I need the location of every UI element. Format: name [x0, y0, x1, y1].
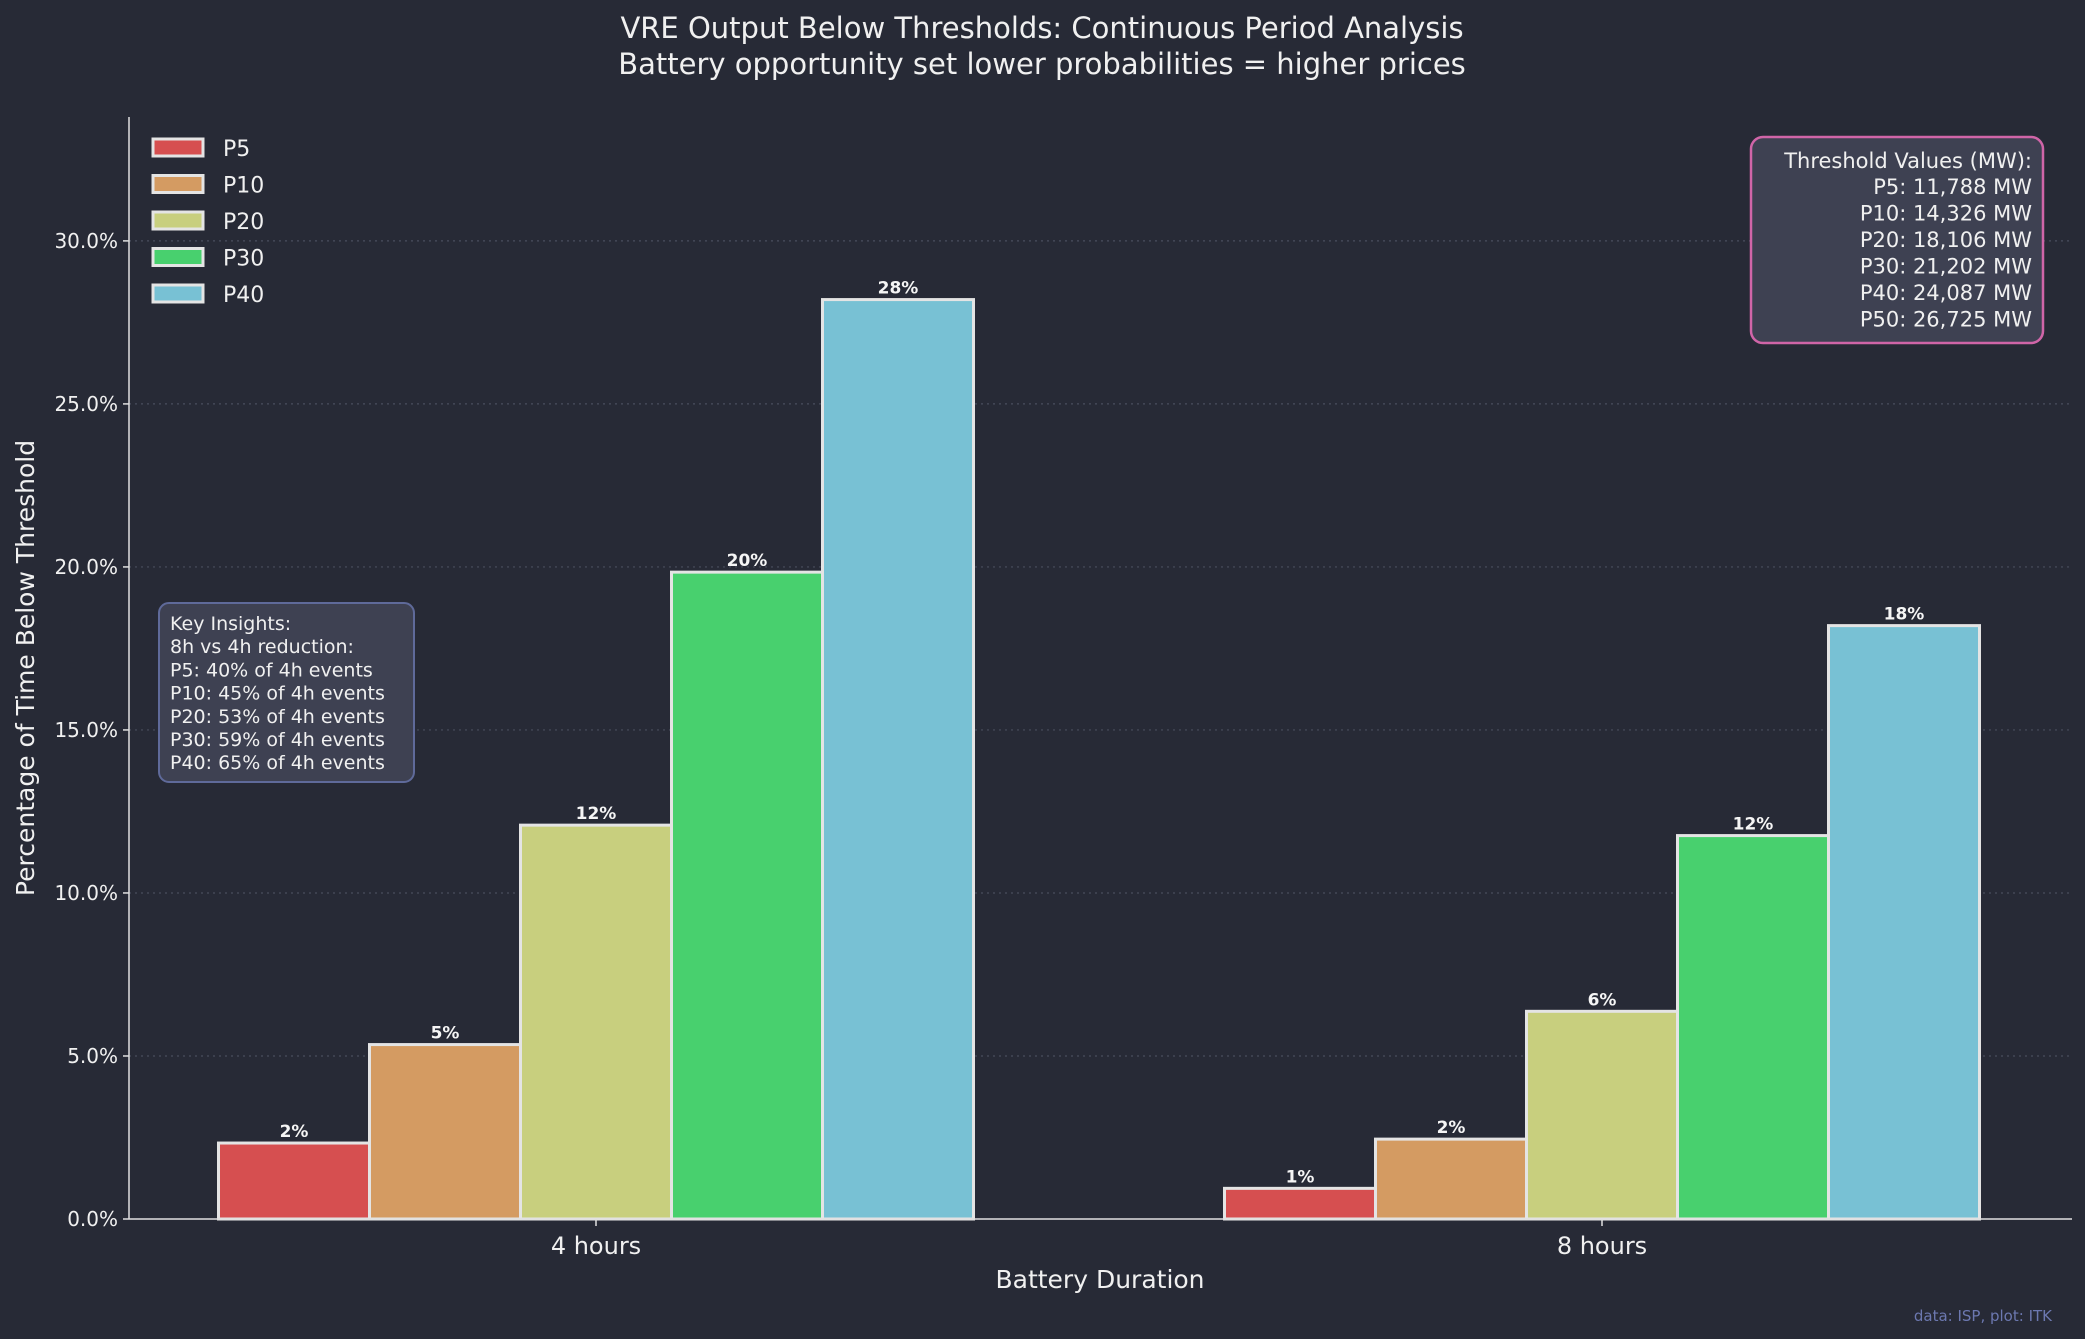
bar-value-label: 5%: [431, 1024, 460, 1044]
threshold-line: P40: 24,087 MW: [1860, 281, 2032, 305]
bar-value-label: 12%: [576, 804, 617, 824]
y-tick-label: 10.0%: [54, 881, 118, 905]
bar-p20-4h: [519, 823, 673, 1221]
bar-p30-4h: [670, 570, 824, 1221]
bar-value-label: 18%: [1884, 605, 1925, 625]
legend-swatch: [151, 210, 205, 231]
legend-swatch: [151, 283, 205, 304]
threshold-line: P20: 18,106 MW: [1860, 228, 2032, 252]
bar-p40-4h: [821, 298, 975, 1221]
bar-p5-4h: [217, 1141, 371, 1221]
legend-swatch: [151, 247, 205, 267]
insight-line: P30: 59% of 4h events: [170, 729, 385, 751]
y-tick-label: 15.0%: [54, 718, 118, 742]
threshold-box: Threshold Values (MW):P5: 11,788 MW P10: …: [1749, 135, 2045, 345]
legend: P5 P10 P20 P30 P40: [151, 137, 264, 308]
legend-label: P30: [223, 247, 264, 272]
y-tick-label: 0.0%: [67, 1207, 118, 1231]
axes: 0.0% 5.0% 10.0% 15.0% 20.0% 25.0% 30.0% 4 hours…: [54, 117, 2072, 1260]
insight-line: P5: 40% of 4h events: [170, 659, 373, 681]
legend-label: P20: [223, 210, 264, 235]
bar-p30-8h: [1676, 834, 1830, 1221]
insight-line: 8h vs 4h reduction:: [170, 636, 354, 658]
bar-value-label: 2%: [1437, 1118, 1466, 1138]
threshold-title: Threshold Values (MW):: [1783, 149, 2032, 173]
y-axis-label: Percentage of Time Below Threshold: [11, 440, 40, 896]
insight-line: P10: 45% of 4h events: [170, 683, 385, 705]
insights-box: Key Insights:8h vs 4h reduction:P5: 40% …: [158, 602, 415, 783]
x-tick-label: 4 hours: [551, 1232, 641, 1260]
credit-text: data: ISP, plot: ITK: [1914, 1307, 2053, 1325]
y-tick-label: 25.0%: [54, 392, 118, 416]
chart-title: VRE Output Below Thresholds: Continuous …: [620, 11, 1463, 45]
bar-p10-4h: [368, 1043, 522, 1221]
insight-line: P40: 65% of 4h events: [170, 752, 385, 774]
threshold-line: P30: 21,202 MW: [1860, 255, 2032, 279]
insight-line: Key Insights:: [170, 613, 291, 635]
bar-value-label: 28%: [878, 279, 919, 299]
bars: 2% 5% 12% 20% 28% 1% 2% 6% 12% 18%: [217, 279, 1981, 1221]
bar-value-label: 2%: [280, 1122, 309, 1142]
y-tick-label: 20.0%: [54, 555, 118, 579]
threshold-line: P10: 14,326 MW: [1860, 202, 2032, 226]
x-axis-label: Battery Duration: [995, 1265, 1204, 1294]
legend-swatch: [151, 137, 205, 158]
bar-value-label: 12%: [1733, 815, 1774, 835]
y-tick-label: 30.0%: [54, 229, 118, 253]
legend-label: P10: [223, 174, 264, 199]
x-tick-label: 8 hours: [1557, 1232, 1647, 1260]
bar-value-label: 6%: [1588, 990, 1617, 1010]
threshold-line: P50: 26,725 MW: [1860, 308, 2032, 332]
bar-p20-8h: [1525, 1009, 1679, 1221]
insight-line: P20: 53% of 4h events: [170, 706, 385, 728]
bar-p10-8h: [1374, 1137, 1528, 1221]
threshold-line: P5: 11,788 MW: [1873, 175, 2032, 199]
bar-value-label: 1%: [1286, 1167, 1315, 1187]
legend-label: P40: [223, 283, 264, 308]
chart-subtitle: Battery opportunity set lower probabilit…: [618, 47, 1466, 81]
legend-swatch: [151, 174, 205, 194]
bar-value-label: 20%: [727, 551, 768, 571]
y-tick-label: 5.0%: [67, 1044, 118, 1068]
legend-label: P5: [223, 137, 250, 162]
bar-p40-8h: [1827, 624, 1981, 1221]
bar-p5-8h: [1223, 1186, 1377, 1221]
